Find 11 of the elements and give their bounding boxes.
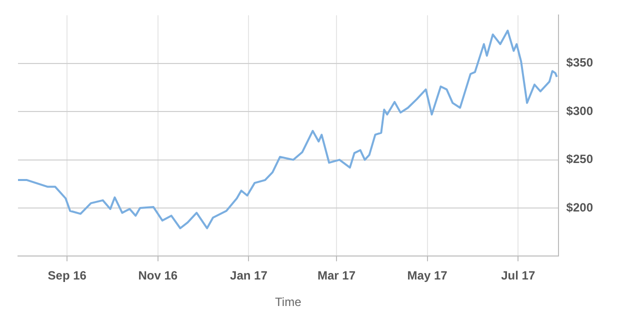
y-tick-label: $300 (566, 104, 594, 118)
x-axis-title: Time (275, 295, 302, 310)
y-tick-label: $250 (566, 152, 594, 166)
x-tick-label: Jul 17 (501, 268, 536, 283)
y-tick-label: $350 (566, 56, 594, 70)
y-tick-label: $200 (566, 200, 594, 214)
x-tick-label: May 17 (407, 268, 448, 283)
x-tick-label: Nov 16 (138, 268, 178, 283)
x-tick-label: Sep 16 (48, 268, 87, 283)
x-tick-label: Mar 17 (318, 268, 356, 283)
x-tick-label: Jan 17 (230, 268, 268, 283)
